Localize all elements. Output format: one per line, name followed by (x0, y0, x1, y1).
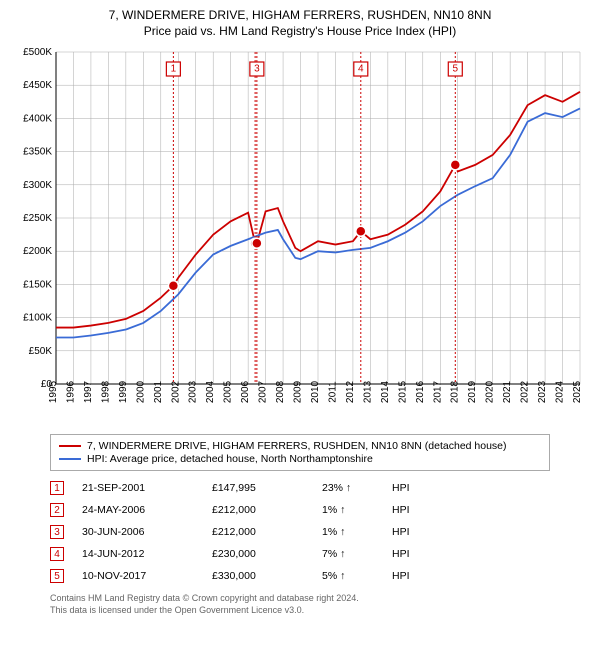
chart-title: 7, WINDERMERE DRIVE, HIGHAM FERRERS, RUS… (10, 8, 590, 22)
transaction-row: 4 14-JUN-2012£230,0007% ↑HPI (50, 543, 550, 565)
transaction-pct: 1% ↑ (322, 504, 392, 516)
transaction-row: 1 21-SEP-2001£147,99523% ↑HPI (50, 477, 550, 499)
svg-text:£150K: £150K (23, 279, 52, 290)
transaction-pct: 5% ↑ (322, 570, 392, 582)
legend-item: HPI: Average price, detached house, Nort… (59, 453, 541, 465)
transaction-pct: 7% ↑ (322, 548, 392, 560)
svg-text:1: 1 (171, 64, 177, 75)
svg-text:£250K: £250K (23, 213, 52, 224)
transaction-row: 3 30-JUN-2006£212,0001% ↑HPI (50, 521, 550, 543)
legend-label: HPI: Average price, detached house, Nort… (87, 453, 373, 465)
svg-text:£500K: £500K (23, 47, 52, 58)
transaction-tag: HPI (392, 548, 550, 560)
transaction-marker-box: 5 (50, 569, 64, 583)
transaction-date: 14-JUN-2012 (82, 548, 212, 560)
line-chart: £0£50K£100K£150K£200K£250K£300K£350K£400… (10, 46, 590, 426)
svg-text:£300K: £300K (23, 180, 52, 191)
legend-swatch (59, 445, 81, 447)
transaction-pct: 1% ↑ (322, 526, 392, 538)
chart-subtitle: Price paid vs. HM Land Registry's House … (10, 24, 590, 38)
transaction-date: 24-MAY-2006 (82, 504, 212, 516)
transaction-price: £147,995 (212, 482, 322, 494)
svg-text:£100K: £100K (23, 313, 52, 324)
transaction-pct: 23% ↑ (322, 482, 392, 494)
footer-line-1: Contains HM Land Registry data © Crown c… (50, 593, 590, 605)
svg-text:3: 3 (254, 64, 260, 75)
transaction-date: 30-JUN-2006 (82, 526, 212, 538)
svg-text:£400K: £400K (23, 113, 52, 124)
chart-svg: £0£50K£100K£150K£200K£250K£300K£350K£400… (10, 46, 590, 426)
transaction-tag: HPI (392, 570, 550, 582)
transaction-price: £330,000 (212, 570, 322, 582)
transaction-price: £212,000 (212, 526, 322, 538)
svg-text:4: 4 (358, 64, 364, 75)
legend-item: 7, WINDERMERE DRIVE, HIGHAM FERRERS, RUS… (59, 440, 541, 452)
transaction-price: £230,000 (212, 548, 322, 560)
transaction-price: £212,000 (212, 504, 322, 516)
svg-text:£200K: £200K (23, 246, 52, 257)
footer-attribution: Contains HM Land Registry data © Crown c… (50, 593, 590, 616)
svg-text:5: 5 (453, 64, 459, 75)
svg-text:£450K: £450K (23, 80, 52, 91)
transaction-date: 21-SEP-2001 (82, 482, 212, 494)
legend-swatch (59, 458, 81, 460)
transaction-marker-box: 1 (50, 481, 64, 495)
svg-text:£350K: £350K (23, 147, 52, 158)
legend-label: 7, WINDERMERE DRIVE, HIGHAM FERRERS, RUS… (87, 440, 507, 452)
transaction-table: 121-SEP-2001£147,99523% ↑HPI224-MAY-2006… (50, 477, 550, 587)
transaction-tag: HPI (392, 526, 550, 538)
footer-line-2: This data is licensed under the Open Gov… (50, 605, 590, 617)
transaction-tag: HPI (392, 504, 550, 516)
transaction-date: 10-NOV-2017 (82, 570, 212, 582)
transaction-marker-box: 2 (50, 503, 64, 517)
legend: 7, WINDERMERE DRIVE, HIGHAM FERRERS, RUS… (50, 434, 550, 471)
transaction-row: 2 24-MAY-2006£212,0001% ↑HPI (50, 499, 550, 521)
svg-text:£50K: £50K (29, 346, 53, 357)
transaction-tag: HPI (392, 482, 550, 494)
transaction-marker-box: 3 (50, 525, 64, 539)
transaction-row: 5 10-NOV-2017£330,0005% ↑HPI (50, 565, 550, 587)
transaction-marker-box: 4 (50, 547, 64, 561)
